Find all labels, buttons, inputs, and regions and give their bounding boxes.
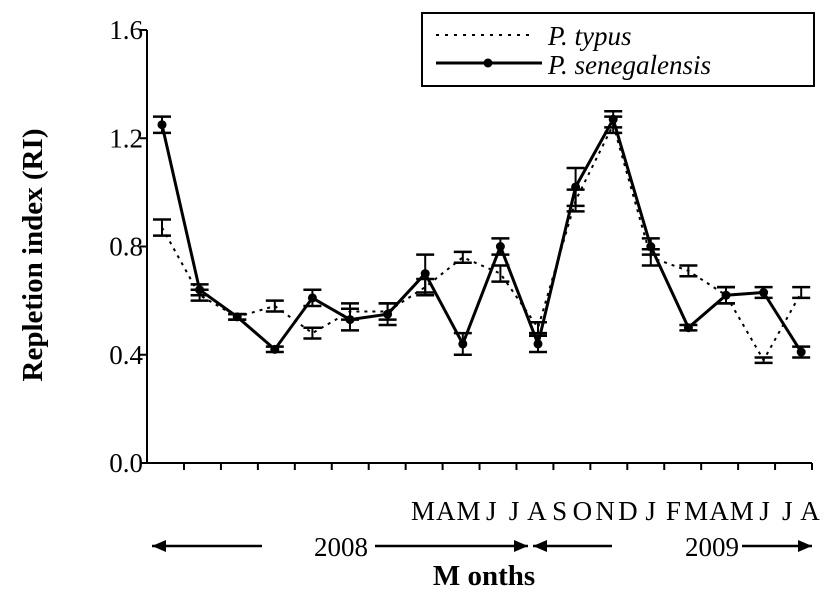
data-point (646, 242, 656, 251)
month-label: J (782, 496, 793, 526)
arrow-head (798, 540, 812, 552)
data-point (458, 339, 468, 349)
data-point (608, 114, 618, 124)
y-axis-title: Repletion index (RI) (17, 129, 49, 382)
data-point (495, 242, 505, 251)
month-label: A (436, 496, 456, 526)
legend-box (421, 12, 815, 87)
legend-label-p-senegalensis: P. senegalensis (547, 50, 711, 80)
series-line (161, 121, 803, 363)
month-label: J (509, 496, 520, 526)
year-markers: 2008 2009 (152, 532, 812, 562)
data-point (195, 285, 205, 295)
month-label: A (800, 496, 820, 526)
month-label: J (486, 496, 497, 526)
data-point (232, 312, 242, 322)
month-label: F (666, 496, 681, 526)
data-point (683, 323, 693, 333)
arrow-head (152, 540, 166, 552)
month-label: M (684, 496, 708, 526)
y-tick-label: 1.2 (109, 123, 143, 153)
data-point (345, 315, 355, 325)
data-point (796, 347, 806, 357)
month-label: A (527, 496, 547, 526)
month-label: J (759, 496, 770, 526)
data-point (571, 182, 581, 192)
arrow-head (533, 540, 547, 552)
month-label: D (618, 496, 638, 526)
data-point (533, 339, 543, 349)
y-tick-label: 1.6 (109, 15, 143, 45)
data-point (270, 344, 280, 354)
x-axis-title: M onths (433, 560, 535, 592)
legend-label-p-typus: P. typus (547, 21, 632, 51)
y-tick-label: 0.0 (109, 448, 143, 478)
y-tick-label: 0.4 (109, 340, 143, 370)
month-label: M (457, 496, 481, 526)
data-point (307, 293, 317, 303)
month-label: S (552, 496, 567, 526)
legend-marker-p-senegalensis (483, 58, 493, 68)
legend: P. typus P. senegalensis (421, 12, 815, 87)
month-label: M (730, 496, 754, 526)
data-point (721, 290, 731, 300)
series-p-typus (153, 115, 811, 365)
series-line (160, 115, 803, 353)
x-axis (147, 462, 813, 470)
month-label: J (645, 496, 656, 526)
month-label: A (709, 496, 729, 526)
year-label-2008: 2008 (314, 532, 368, 562)
data-point (420, 269, 430, 279)
data-point (157, 120, 167, 130)
data-point (383, 309, 393, 319)
data-point (759, 288, 769, 298)
arrow-head (514, 540, 528, 552)
series-p-senegalensis (153, 109, 811, 359)
month-label: O (573, 496, 593, 526)
year-label-2009: 2009 (685, 532, 739, 562)
y-tick-label: 0.8 (109, 232, 143, 262)
month-label: M (411, 496, 435, 526)
y-axis: 0.0 0.4 0.8 1.2 1.6 (109, 15, 148, 478)
month-label: N (595, 496, 615, 526)
